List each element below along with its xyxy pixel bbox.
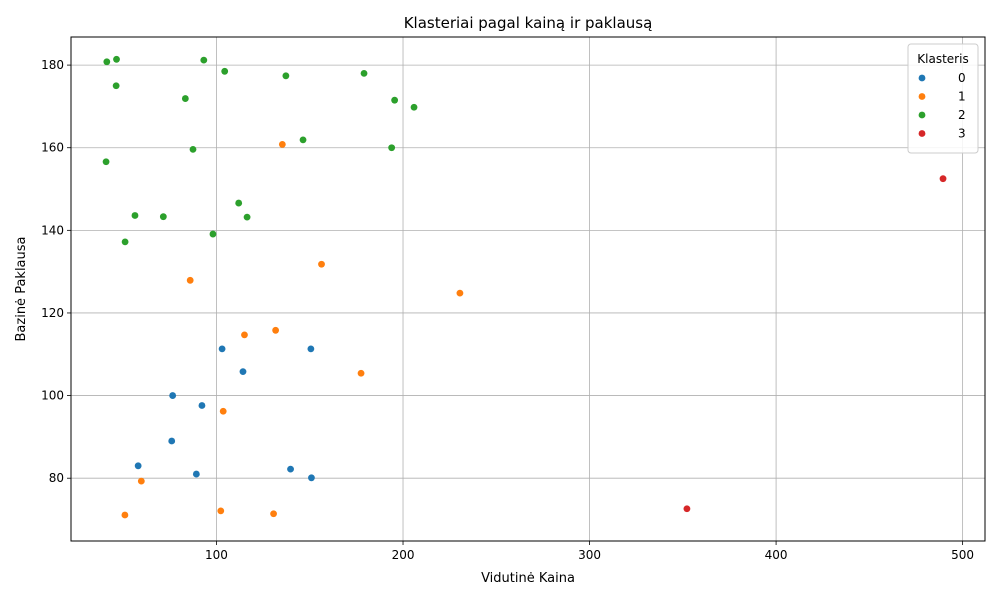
data-point-cluster-2 [131,212,139,219]
y-axis-label: Bazinė Paklausa [14,237,29,342]
data-point-cluster-2 [112,82,120,90]
data-point-cluster-1 [318,260,325,268]
data-point-cluster-2 [159,213,167,221]
legend: Klasteris 0 1 2 3 [907,43,979,154]
data-point-cluster-2 [299,136,307,144]
data-point-cluster-1 [137,477,145,485]
data-point-cluster-2 [200,56,208,64]
data-point-cluster-1 [357,369,365,377]
data-point-cluster-1 [270,510,277,518]
legend-marker-cluster-2 [918,111,926,119]
data-point-cluster-2 [102,158,110,166]
data-point-cluster-1 [272,326,280,334]
data-point-cluster-0 [198,402,206,409]
legend-marker-cluster-1 [918,93,926,100]
data-point-cluster-2 [235,199,243,207]
x-tick-label: 200 [392,548,415,562]
grid [71,37,985,541]
data-point-cluster-1 [278,141,286,148]
data-point-cluster-0 [218,345,226,353]
data-point-cluster-2 [181,95,189,102]
legend-label-cluster-1: 1 [958,90,966,104]
y-tick-label: 120 [41,306,64,320]
data-point-cluster-3 [683,505,691,513]
chart-title: Klasteriai pagal kainą ir paklausą [404,14,653,32]
y-tick-label: 140 [41,223,64,237]
x-tick-label: 300 [578,548,601,562]
data-point-cluster-0 [308,474,315,482]
data-point-cluster-0 [239,368,247,376]
data-point-cluster-1 [219,407,227,415]
y-tick-label: 100 [41,389,64,403]
data-point-cluster-1 [241,331,248,339]
data-point-cluster-2 [391,96,399,104]
data-points [102,55,947,519]
data-point-cluster-2 [209,230,217,238]
data-point-cluster-0 [307,345,315,353]
data-point-cluster-2 [243,213,251,221]
data-point-cluster-1 [121,511,129,519]
data-point-cluster-1 [186,276,194,284]
data-point-cluster-2 [103,58,111,66]
data-point-cluster-0 [169,392,177,399]
data-point-cluster-2 [221,67,229,75]
data-point-cluster-2 [360,69,368,77]
legend-title: Klasteris [917,52,968,66]
legend-marker-cluster-0 [918,74,926,82]
data-point-cluster-0 [192,470,200,478]
data-point-cluster-3 [939,175,947,183]
data-point-cluster-1 [217,507,225,515]
data-point-cluster-2 [121,238,129,246]
data-point-cluster-2 [410,103,418,111]
plot-frame [70,36,986,542]
x-tick-label: 100 [205,548,228,562]
data-point-cluster-0 [134,462,142,470]
data-point-cluster-2 [189,145,197,153]
legend-marker-cluster-3 [918,130,926,137]
y-tick-label: 80 [49,471,64,485]
data-point-cluster-0 [168,437,176,445]
legend-label-cluster-3: 3 [958,127,966,141]
data-point-cluster-0 [287,465,294,473]
legend-box [907,43,979,154]
x-tick-label: 400 [765,548,788,562]
data-point-cluster-2 [282,72,290,80]
data-point-cluster-2 [388,144,396,152]
legend-label-cluster-2: 2 [958,108,966,122]
y-tick-label: 180 [41,58,64,72]
legend-label-cluster-0: 0 [958,71,966,85]
y-tick-label: 160 [41,141,64,155]
data-point-cluster-2 [113,55,120,63]
x-tick-label: 500 [951,548,974,562]
x-axis-label: Vidutinė Kaina [481,571,575,586]
data-point-cluster-1 [456,289,464,297]
